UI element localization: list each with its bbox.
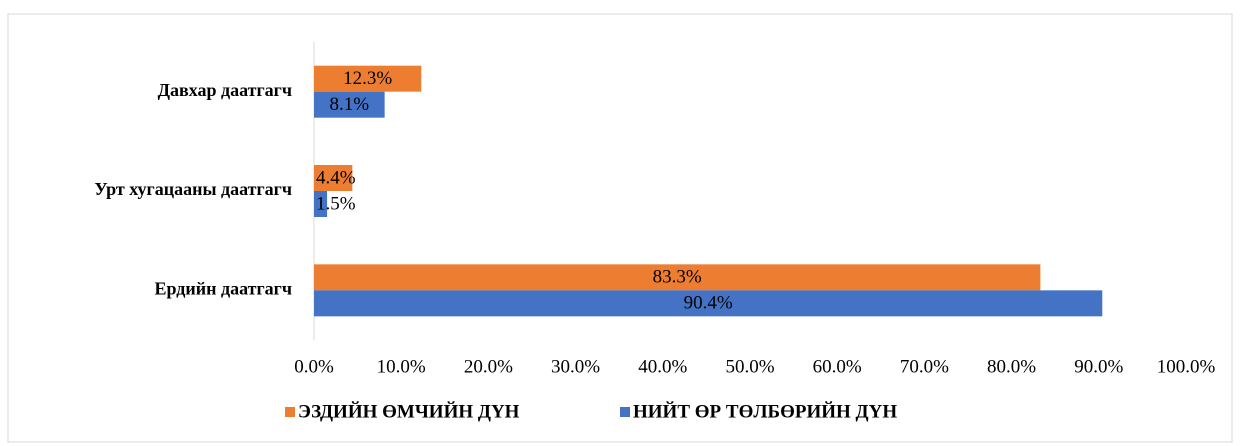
data-label: 83.3% bbox=[653, 267, 702, 288]
x-tick-label: 20.0% bbox=[464, 356, 513, 377]
x-tick-label: 30.0% bbox=[551, 356, 600, 377]
x-tick-label: 80.0% bbox=[987, 356, 1036, 377]
x-tick-label: 0.0% bbox=[294, 356, 334, 377]
legend-label: ЭЗДИЙН ӨМЧИЙН ДҮН bbox=[298, 400, 520, 422]
data-label: 90.4% bbox=[684, 293, 733, 314]
bar bbox=[314, 65, 422, 92]
bar bbox=[314, 191, 328, 217]
bar bbox=[314, 264, 1041, 291]
x-tick-label: 10.0% bbox=[377, 356, 426, 377]
y-tick-label: Ердийн даатгагч bbox=[155, 278, 292, 298]
y-tick-label: Урт хугацааны даатгагч bbox=[94, 179, 292, 199]
x-tick-label: 90.0% bbox=[1074, 356, 1123, 377]
legend-swatch bbox=[620, 407, 630, 417]
bar bbox=[314, 91, 385, 118]
data-label: 4.4% bbox=[316, 167, 356, 188]
legend-swatch bbox=[285, 407, 295, 417]
data-label: 8.1% bbox=[330, 94, 370, 115]
bar bbox=[314, 290, 1103, 317]
legend-label: НИЙТ ӨР ТӨЛБӨРИЙН ДҮН bbox=[633, 400, 897, 422]
x-tick-label: 100.0% bbox=[1157, 356, 1216, 377]
data-label: 12.3% bbox=[343, 68, 392, 89]
x-tick-label: 70.0% bbox=[900, 356, 949, 377]
bar bbox=[314, 165, 353, 191]
x-tick-label: 50.0% bbox=[725, 356, 774, 377]
x-tick-label: 60.0% bbox=[813, 356, 862, 377]
y-tick-label: Давхар даатгагч bbox=[158, 80, 292, 100]
x-tick-label: 40.0% bbox=[638, 356, 687, 377]
chart-frame bbox=[7, 13, 1233, 443]
data-label: 1.5% bbox=[316, 193, 356, 214]
